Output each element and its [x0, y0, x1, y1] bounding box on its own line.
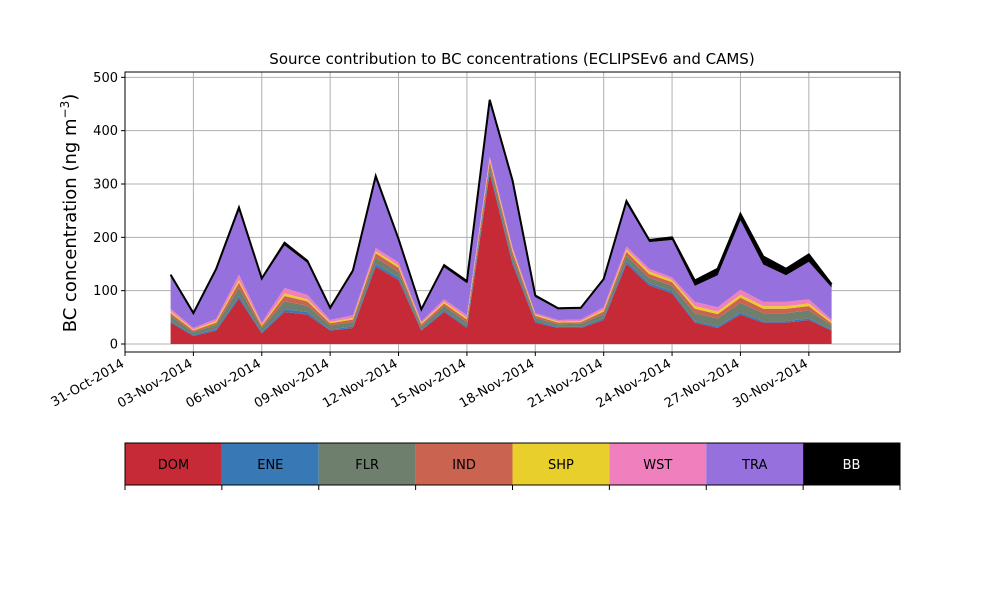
x-tick-label: 31-Oct-2014: [49, 356, 127, 410]
legend-label-ind: IND: [452, 458, 476, 473]
x-tick-label: 09-Nov-2014: [252, 356, 332, 411]
legend-frame: [124, 442, 901, 486]
y-axis-label: BC concentration (ng m−3): [58, 94, 81, 333]
legend-swatch-shp: [512, 443, 610, 485]
x-tick-label: 27-Nov-2014: [662, 356, 742, 411]
legend-swatch-wst: [609, 443, 707, 485]
x-tick-label: 03-Nov-2014: [115, 356, 195, 411]
legend-swatch-tra: [706, 443, 804, 485]
plot-area: 0 100 200 300 400 500 31-Oct-201403-Nov-201406…: [49, 71, 901, 411]
legend-swatch-bb: [803, 443, 900, 485]
legend-swatch-dom: [125, 443, 222, 485]
legend-label-flr: FLR: [355, 458, 379, 473]
chart-title: Source contribution to BC concentrations…: [269, 50, 754, 68]
x-tick-label: 21-Nov-2014: [525, 356, 605, 411]
area-dom: [170, 173, 832, 344]
y-tick-label: 100: [93, 284, 118, 299]
legend-swatch-ind: [415, 443, 513, 485]
y-tick-label: 500: [93, 71, 118, 86]
x-tick-label: 12-Nov-2014: [320, 356, 400, 411]
x-tick-label: 18-Nov-2014: [457, 356, 537, 411]
legend-label-dom: DOM: [158, 458, 189, 473]
legend-label-shp: SHP: [548, 458, 574, 473]
y-axis-label-exponent: −3: [58, 101, 72, 119]
y-tick-label: 0: [110, 338, 118, 353]
total-line: [169, 99, 833, 316]
x-tick-label: 06-Nov-2014: [183, 356, 263, 411]
x-tick-label: 24-Nov-2014: [594, 356, 674, 411]
legend-swatch-ene: [221, 443, 319, 485]
area-flr: [170, 165, 832, 335]
x-tick-label: 15-Nov-2014: [389, 356, 469, 411]
y-axis-label-main: BC concentration (ng m: [60, 118, 81, 332]
legend-label-bb: BB: [843, 458, 861, 473]
axes-frame: [124, 71, 901, 353]
legend: DOM ENE FLR IND SHP WST TRA BB: [124, 442, 901, 490]
y-tick-label: 400: [93, 124, 118, 139]
y-tick-label: 300: [93, 178, 118, 193]
legend-label-ene: ENE: [257, 458, 283, 473]
legend-label-wst: WST: [643, 458, 672, 473]
y-axis-label-close: ): [60, 94, 81, 101]
area-tra: [170, 102, 832, 328]
y-tick-label: 200: [93, 231, 118, 246]
legend-label-tra: TRA: [741, 458, 767, 473]
legend-swatch-flr: [318, 443, 416, 485]
x-tick-label: 30-Nov-2014: [731, 356, 811, 411]
